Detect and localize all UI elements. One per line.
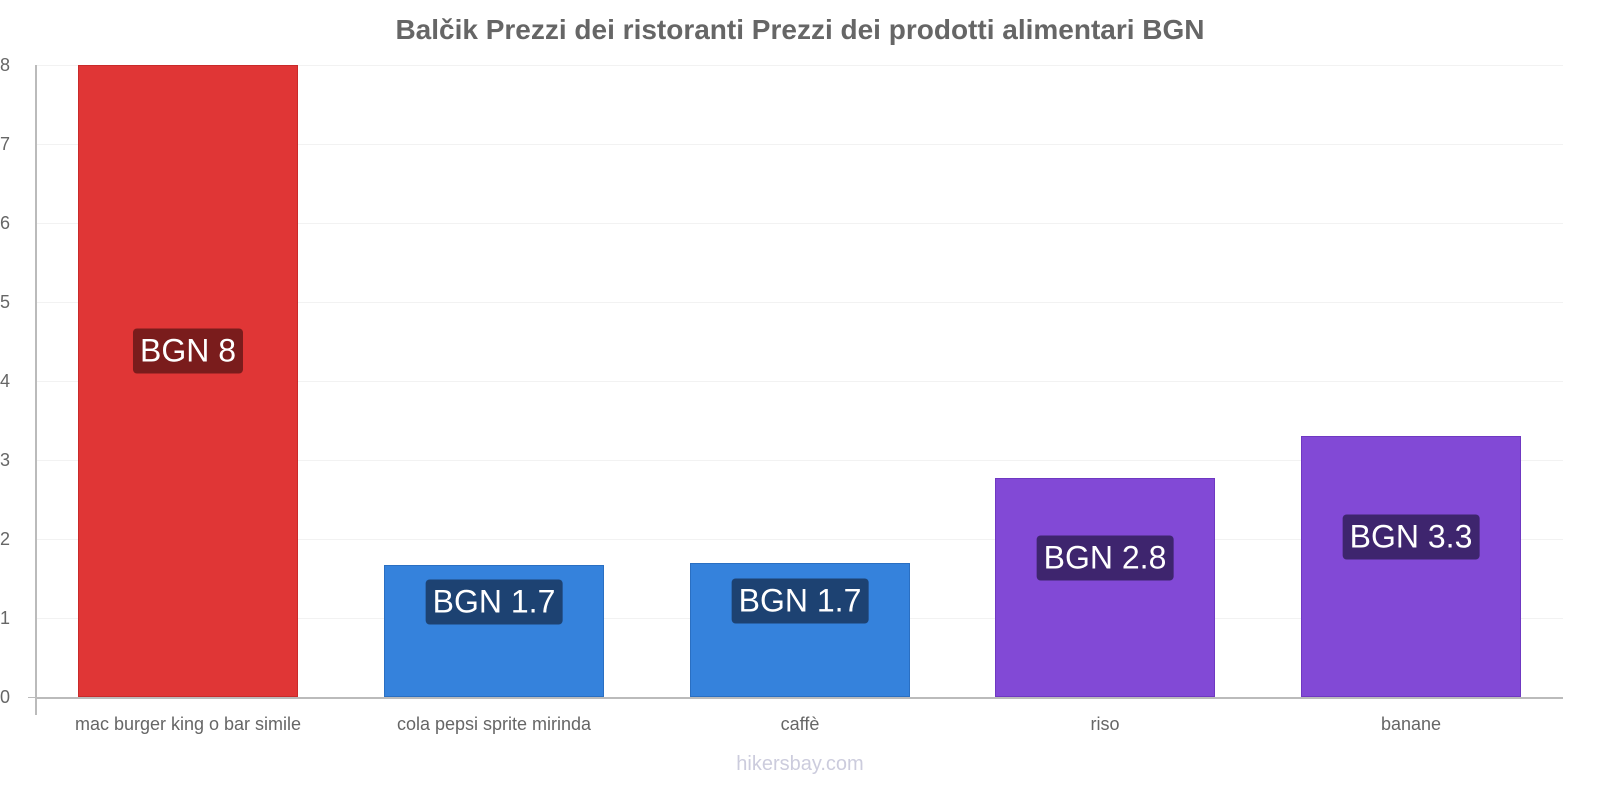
y-tick-label: 2	[0, 529, 11, 549]
gridline-3	[35, 460, 1563, 461]
y-tick-label: 5	[0, 292, 11, 312]
gridline-2	[35, 539, 1563, 540]
x-tick-label: banane	[1380, 714, 1442, 734]
x-tick-label: mac burger king o bar simile	[74, 714, 302, 734]
y-tick-label: 0	[0, 687, 11, 707]
bar-value-label: BGN 2.8	[1036, 535, 1174, 581]
x-tick-label: cola pepsi sprite mirinda	[396, 714, 592, 734]
y-tick-mark	[28, 697, 36, 698]
y-tick-label: 6	[0, 213, 11, 233]
x-axis	[35, 697, 1563, 699]
bar-caffe[interactable]: BGN 1.7	[690, 563, 910, 697]
x-tick-label: caffè	[780, 714, 820, 734]
x-tick-label: riso	[1090, 714, 1120, 734]
gridline-7	[35, 144, 1563, 145]
gridline-4	[35, 381, 1563, 382]
gridline-5	[35, 302, 1563, 303]
bar-value-label: BGN 1.7	[425, 579, 563, 625]
bar-mac-burger[interactable]: BGN 8	[78, 65, 298, 697]
y-tick-label: 4	[0, 371, 11, 391]
bar-banane[interactable]: BGN 3.3	[1301, 436, 1521, 697]
bar-value-label: BGN 8	[132, 328, 244, 374]
bar-value-label: BGN 3.3	[1342, 514, 1480, 560]
bar-riso[interactable]: BGN 2.8	[995, 478, 1215, 697]
watermark: hikersbay.com	[736, 753, 864, 775]
gridline-6	[35, 223, 1563, 224]
y-tick-label: 1	[0, 608, 11, 628]
y-tick-label: 8	[0, 55, 11, 75]
bar-value-label: BGN 1.7	[731, 578, 869, 624]
y-tick-label: 7	[0, 134, 11, 154]
chart-title: Balčik Prezzi dei ristoranti Prezzi dei …	[395, 14, 1205, 45]
y-axis	[35, 65, 37, 715]
gridline-8	[35, 65, 1563, 66]
bar-cola[interactable]: BGN 1.7	[384, 565, 604, 697]
y-tick-label: 3	[0, 450, 11, 470]
